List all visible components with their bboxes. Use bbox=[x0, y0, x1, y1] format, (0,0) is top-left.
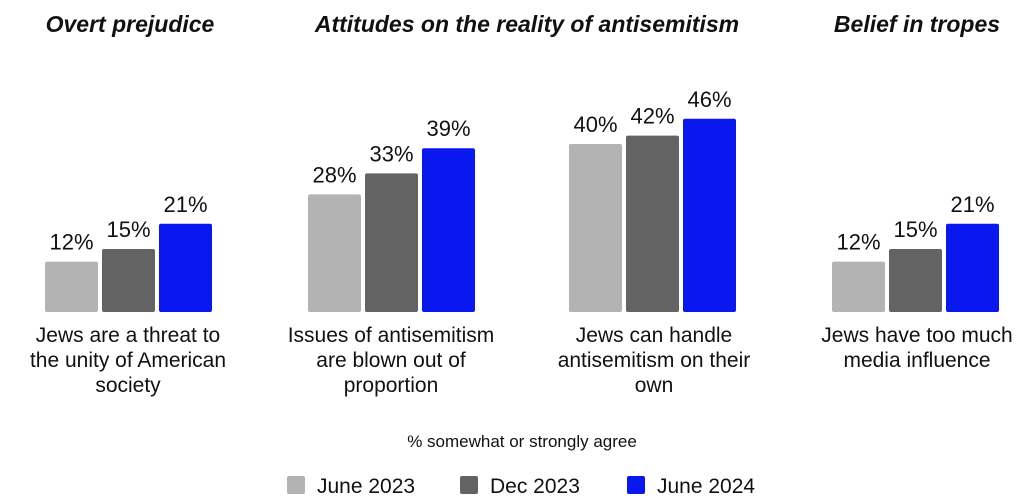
legend-swatch-june-2023 bbox=[287, 476, 305, 494]
bar-1-dec-2023 bbox=[102, 249, 155, 312]
category-label-4-line-1: Jews have too much bbox=[821, 324, 1012, 347]
bar-2-june-2024 bbox=[422, 148, 475, 312]
legend: June 2023 Dec 2023 June 2024 bbox=[287, 475, 755, 498]
value-label-1-june-2023: 12% bbox=[49, 230, 93, 255]
legend-swatch-dec-2023 bbox=[460, 476, 478, 494]
value-label-4-june-2023: 12% bbox=[836, 230, 880, 255]
category-label-2-line-3: proportion bbox=[344, 374, 439, 397]
value-labels-group: 12% 15% 21% 28% 33% 39% 40% 42% 46% 12% 15% 21% bbox=[49, 87, 994, 255]
bars-group bbox=[45, 118, 999, 312]
value-label-4-june-2024: 21% bbox=[950, 192, 994, 217]
heading-reality-of-antisemitism: Attitudes on the reality of antisemitism bbox=[314, 11, 739, 37]
bar-4-june-2023 bbox=[832, 261, 885, 312]
bar-4-dec-2023 bbox=[889, 249, 942, 312]
value-label-3-june-2024: 46% bbox=[687, 87, 731, 112]
category-label-2-line-1: Issues of antisemitism bbox=[288, 324, 495, 347]
bar-3-june-2024 bbox=[683, 118, 736, 312]
bar-3-june-2023 bbox=[569, 144, 622, 312]
bar-1-june-2024 bbox=[159, 223, 212, 312]
bar-3-dec-2023 bbox=[626, 135, 679, 312]
category-label-3-line-2: antisemitism on their bbox=[558, 349, 751, 372]
value-label-1-dec-2023: 15% bbox=[106, 217, 150, 242]
value-label-3-dec-2023: 42% bbox=[630, 104, 674, 129]
value-label-3-june-2023: 40% bbox=[573, 112, 617, 137]
category-label-2-line-2: are blown out of bbox=[316, 349, 466, 372]
value-label-4-dec-2023: 15% bbox=[893, 217, 937, 242]
category-label-1-line-3: society bbox=[95, 374, 161, 397]
category-label-3-line-1: Jews can handle bbox=[576, 324, 732, 347]
heading-belief-in-tropes: Belief in tropes bbox=[834, 11, 1000, 37]
bar-2-dec-2023 bbox=[365, 173, 418, 312]
category-label-1-line-2: the unity of American bbox=[30, 349, 226, 372]
legend-label-dec-2023: Dec 2023 bbox=[490, 475, 580, 498]
chart-caption: % somewhat or strongly agree bbox=[407, 432, 637, 451]
value-label-1-june-2024: 21% bbox=[163, 192, 207, 217]
value-label-2-june-2024: 39% bbox=[426, 116, 470, 141]
bar-4-june-2024 bbox=[946, 223, 999, 312]
legend-swatch-june-2024 bbox=[627, 476, 645, 494]
bar-2-june-2023 bbox=[308, 194, 361, 312]
value-label-2-june-2023: 28% bbox=[312, 162, 356, 187]
category-label-1-line-1: Jews are a threat to bbox=[36, 324, 220, 347]
legend-label-june-2023: June 2023 bbox=[317, 475, 415, 498]
heading-overt-prejudice: Overt prejudice bbox=[46, 11, 215, 37]
legend-label-june-2024: June 2024 bbox=[657, 475, 755, 498]
category-label-3-line-3: own bbox=[635, 374, 674, 397]
value-label-2-dec-2023: 33% bbox=[369, 141, 413, 166]
category-label-4-line-2: media influence bbox=[843, 349, 990, 372]
bar-1-june-2023 bbox=[45, 261, 98, 312]
